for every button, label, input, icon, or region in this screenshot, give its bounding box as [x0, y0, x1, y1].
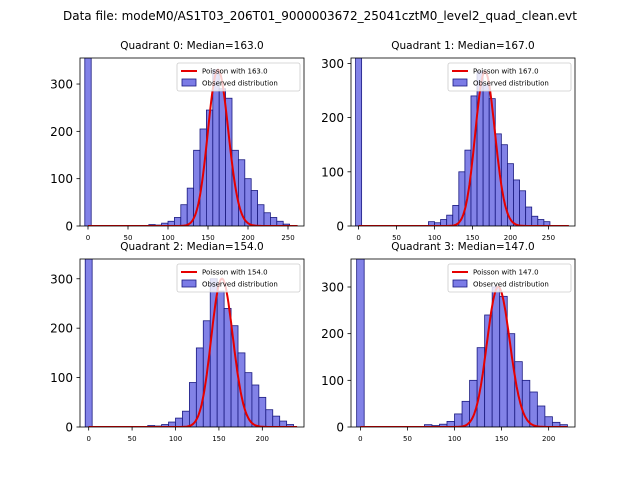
x-tick-label: 50: [124, 234, 133, 242]
x-tick-label: 50: [403, 435, 412, 443]
y-tick-label: 300: [50, 272, 73, 286]
x-tick-label: 150: [466, 234, 479, 242]
y-tick-label: 300: [50, 78, 73, 92]
legend-box: [447, 263, 572, 293]
chart-title: Quadrant 0: Median=163.0: [120, 40, 263, 52]
y-tick-label: 300: [321, 57, 344, 71]
histogram-bar: [84, 259, 93, 427]
histogram-bar: [286, 424, 294, 427]
histogram-bar: [529, 391, 538, 427]
histogram-bar: [355, 58, 363, 226]
chart-title: Quadrant 2: Median=154.0: [120, 241, 263, 253]
x-tick-label: 0: [86, 234, 90, 242]
x-tick-label: 100: [428, 234, 441, 242]
chart-title: Quadrant 3: Median=147.0: [391, 241, 534, 253]
plot-area: [84, 259, 298, 427]
axes-frame: [79, 258, 305, 428]
axes-frame: [350, 57, 576, 227]
x-tick-label: 250: [542, 234, 555, 242]
y-tick-label: 200: [321, 111, 344, 125]
y-tick-label: 200: [321, 327, 344, 341]
x-tick-label: 0: [356, 234, 360, 242]
x-tick-label: 200: [256, 435, 269, 443]
legend-box: [176, 62, 301, 92]
legend-label-poisson: Poisson with 167.0: [473, 68, 539, 76]
y-tick-label: 100: [50, 371, 73, 385]
legend-label-observed: Observed distribution: [473, 80, 549, 88]
x-tick-label: 250: [281, 234, 294, 242]
legend-label-poisson: Poisson with 163.0: [202, 68, 268, 76]
legend-bar-swatch: [181, 78, 197, 87]
poisson-curve: [88, 68, 298, 226]
plot-area: [84, 58, 298, 226]
legend-bar-swatch: [452, 78, 468, 87]
y-tick-label: 100: [321, 165, 344, 179]
y-tick-label: 100: [50, 172, 73, 186]
histogram-bar: [491, 286, 501, 427]
x-tick-label: 150: [212, 435, 225, 443]
legend: Poisson with 167.0 Observed distribution: [447, 62, 572, 92]
legend-box: [176, 263, 301, 293]
histogram-bar: [84, 58, 92, 226]
histogram-bar: [544, 416, 553, 427]
y-tick-label: 100: [321, 374, 344, 388]
y-tick-label: 0: [65, 220, 73, 234]
x-tick-label: 150: [495, 435, 508, 443]
y-tick-label: 200: [50, 322, 73, 336]
x-tick-label: 50: [392, 234, 401, 242]
histogram-bar: [536, 405, 546, 427]
legend-label-observed: Observed distribution: [202, 80, 278, 88]
axes-frame: [350, 258, 576, 428]
legend: Poisson with 147.0 Observed distribution: [447, 263, 572, 293]
y-tick-label: 0: [65, 421, 73, 435]
x-tick-label: 100: [169, 435, 182, 443]
figure-suptitle: Data file: modeM0/AS1T03_206T01_90000036…: [63, 9, 577, 23]
histogram-bar: [454, 413, 463, 427]
x-tick-label: 200: [504, 234, 517, 242]
histogram-bar: [356, 259, 365, 427]
x-tick-label: 50: [128, 435, 137, 443]
x-tick-label: 200: [241, 234, 254, 242]
x-tick-label: 200: [542, 435, 555, 443]
axes-frame: [79, 57, 305, 227]
x-tick-label: 100: [448, 435, 461, 443]
y-tick-label: 0: [336, 421, 344, 435]
legend-label-poisson: Poisson with 147.0: [473, 269, 539, 277]
legend-label-observed: Observed distribution: [473, 281, 549, 289]
histogram-bar: [543, 221, 551, 226]
poisson-curve: [360, 286, 568, 427]
x-tick-label: 100: [161, 234, 174, 242]
y-tick-label: 0: [336, 220, 344, 234]
chart-title: Quadrant 1: Median=167.0: [391, 40, 534, 52]
poisson-curve: [358, 70, 569, 226]
legend-bar-swatch: [181, 279, 197, 288]
histogram-bar: [276, 220, 284, 226]
x-tick-label: 0: [358, 435, 362, 443]
legend-label-poisson: Poisson with 154.0: [202, 269, 268, 277]
legend-box: [447, 62, 572, 92]
legend-bar-swatch: [452, 279, 468, 288]
legend-label-observed: Observed distribution: [202, 281, 278, 289]
x-tick-label: 150: [201, 234, 214, 242]
y-tick-label: 200: [50, 125, 73, 139]
legend: Poisson with 163.0 Observed distribution: [176, 62, 301, 92]
legend: Poisson with 154.0 Observed distribution: [176, 263, 301, 293]
x-tick-label: 0: [86, 435, 90, 443]
y-tick-label: 300: [321, 281, 344, 295]
